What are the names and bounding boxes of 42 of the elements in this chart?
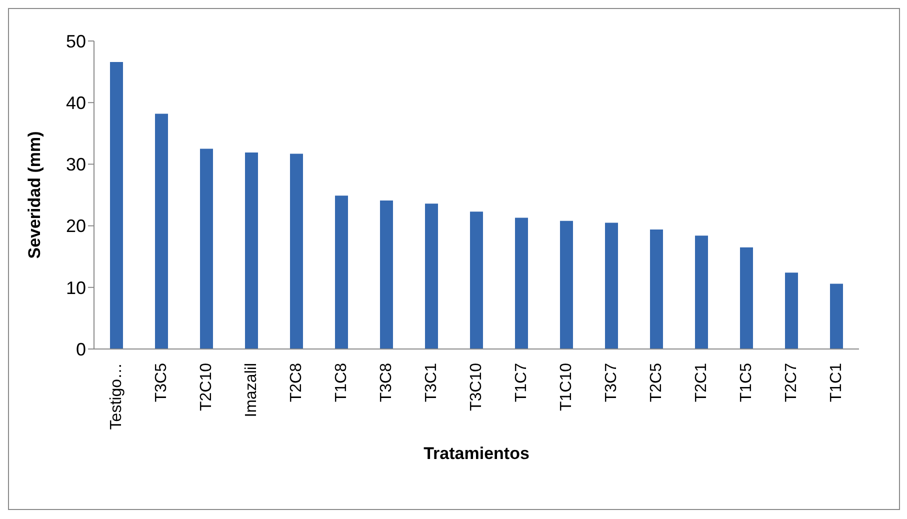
x-tick-label: T1C5 [738, 362, 755, 402]
bar [290, 154, 303, 349]
x-tick-label: T3C10 [468, 362, 485, 412]
x-tick-label: T1C1 [828, 362, 845, 402]
x-tick-label: T3C5 [153, 362, 170, 402]
x-tick-label: T1C10 [558, 362, 575, 412]
y-tick-label: 20 [66, 216, 86, 236]
x-tick-label: T2C5 [648, 362, 665, 402]
x-tick-label: T3C8 [378, 362, 395, 402]
x-tick-label: T2C1 [693, 362, 710, 402]
bar [245, 152, 258, 349]
x-axis-title: Tratamientos [424, 444, 530, 463]
x-tick-label: T3C1 [423, 362, 440, 402]
bar [830, 284, 843, 349]
bar [650, 229, 663, 349]
bar [515, 218, 528, 349]
bar [425, 204, 438, 349]
y-axis-title: Severidad (mm) [25, 131, 44, 259]
bar [695, 236, 708, 349]
bar [110, 62, 123, 349]
bar [155, 114, 168, 349]
bar [605, 222, 618, 349]
y-tick-label: 30 [66, 154, 86, 175]
x-tick-label: T3C7 [603, 362, 620, 402]
x-tick-label: T1C8 [333, 362, 350, 402]
bar [200, 148, 213, 349]
bar [380, 200, 393, 349]
y-tick-label: 10 [66, 278, 86, 298]
x-tick-label: Imazalil [243, 363, 260, 418]
bar [470, 212, 483, 349]
y-tick-label: 50 [66, 31, 86, 52]
bar [740, 247, 753, 349]
x-tick-label: Testigo… [108, 363, 125, 430]
bar [560, 220, 573, 349]
x-tick-label: T2C7 [783, 362, 800, 402]
x-tick-label: T1C7 [513, 362, 530, 402]
bar [335, 196, 348, 349]
x-tick-label: T2C10 [198, 362, 215, 412]
bar [785, 272, 798, 349]
y-tick-label: 0 [76, 339, 86, 360]
x-tick-label: T2C8 [288, 362, 305, 402]
y-tick-label: 40 [66, 92, 86, 113]
